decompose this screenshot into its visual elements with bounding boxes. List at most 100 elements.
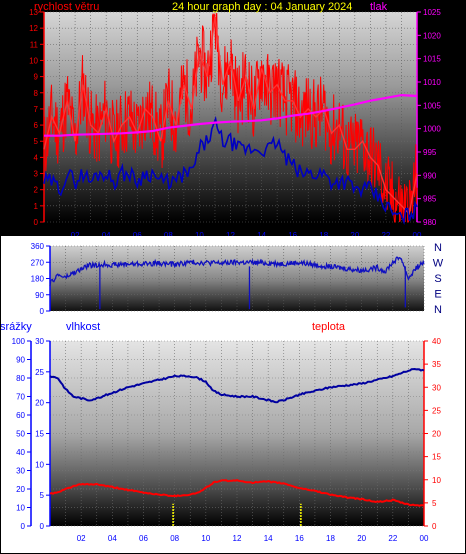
temperature-label: teplota [312, 321, 346, 333]
tick-label-pressure: 1010 [423, 78, 441, 87]
tick-label-temperature: 15 [432, 453, 441, 462]
tick-label-rain: 0 [21, 522, 26, 531]
tick-label-pressure: 985 [423, 195, 437, 204]
tick-label-humidity: 20 [35, 399, 44, 408]
tick-label-humidity: 0 [40, 522, 45, 531]
tick-label-hour: 20 [350, 231, 359, 240]
tick-label-temperature: 10 [432, 476, 441, 485]
tick-label-hour: 16 [295, 534, 304, 543]
rain-label: srážky [0, 321, 32, 333]
series-gust [43, 13, 418, 223]
tick-label-temperature: 25 [432, 406, 441, 415]
tick-label-rain: 50 [16, 430, 25, 439]
tick-label-temperature: 0 [432, 522, 437, 531]
tick-label-hour: 14 [257, 231, 266, 240]
series-wind-average [43, 115, 418, 226]
tick-label-wind: 10 [29, 56, 38, 65]
wind-direction-series [49, 256, 425, 310]
compass-label: E [434, 289, 441, 301]
tick-label-temperature: 35 [432, 360, 441, 369]
rain-humidity-temperature-series [49, 367, 425, 526]
compass-label: S [434, 273, 441, 285]
tick-label-humidity: 15 [35, 430, 44, 439]
tick-label-hour: 18 [319, 231, 328, 240]
tick-label-rain: 80 [16, 374, 25, 383]
tick-label-hour: 10 [195, 231, 204, 240]
tick-label-pressure: 1005 [423, 101, 441, 110]
tick-label-hour: 16 [288, 231, 297, 240]
humidity-label: vlhkost [66, 321, 100, 333]
tick-label-hour: 04 [108, 534, 117, 543]
tick-label-hour: 06 [139, 534, 148, 543]
tick-label-rain: 90 [16, 356, 25, 365]
tick-label-rain: 60 [16, 411, 25, 420]
tick-label-pressure: 990 [423, 171, 437, 180]
tick-label-rain: 70 [16, 393, 25, 402]
tick-label-humidity: 25 [35, 368, 44, 377]
tick-label-temperature: 20 [432, 430, 441, 439]
tick-label-rain: 20 [16, 485, 25, 494]
rain-humidity-temperature-grid [50, 340, 425, 527]
series-wind-direction [49, 256, 425, 287]
tick-label-temperature: 40 [432, 337, 441, 346]
tick-label-wind: 7 [34, 105, 39, 114]
tick-label-hour: 14 [264, 534, 273, 543]
tick-label-wind: 8 [34, 89, 39, 98]
tick-label-wind: 13 [29, 8, 38, 17]
tick-label-rain: 10 [16, 504, 25, 513]
wind-speed-label: rychlost větru [34, 1, 99, 13]
tick-label-wind: 1 [34, 202, 39, 211]
tick-label-wind: 0 [34, 218, 39, 227]
tick-label-direction: 0 [40, 307, 45, 316]
tick-label-pressure: 1025 [423, 8, 441, 17]
tick-label-pressure: 1015 [423, 55, 441, 64]
tick-label-wind: 12 [29, 24, 38, 33]
tick-label-wind: 9 [34, 73, 39, 82]
tick-label-pressure: 980 [423, 218, 437, 227]
pressure-label: tlak [370, 1, 388, 13]
tick-label-hour: 06 [133, 231, 142, 240]
tick-label-direction: 360 [31, 242, 45, 251]
tick-label-wind: 6 [34, 121, 39, 130]
tick-label-wind: 3 [34, 170, 39, 179]
tick-label-hour: 08 [170, 534, 179, 543]
tick-label-humidity: 10 [35, 460, 44, 469]
tick-label-hour: 02 [77, 534, 86, 543]
tick-label-hour: 12 [226, 231, 235, 240]
series-humidity [49, 367, 425, 404]
tick-label-temperature: 30 [432, 383, 441, 392]
tick-label-hour: 22 [388, 534, 397, 543]
tick-label-wind: 11 [30, 40, 39, 49]
tick-label-rain: 100 [12, 337, 26, 346]
tick-label-hour: 22 [381, 231, 390, 240]
tick-label-direction: 270 [31, 258, 45, 267]
series-gust-trend [43, 16, 418, 216]
tick-label-hour: 00 [413, 231, 422, 240]
tick-label-pressure: 1020 [423, 31, 441, 40]
tick-label-hour: 20 [357, 534, 366, 543]
tick-label-humidity: 5 [40, 491, 45, 500]
tick-label-hour: 18 [326, 534, 335, 543]
series-pressure [44, 93, 418, 137]
tick-label-hour: 04 [102, 231, 111, 240]
graph-title: 24 hour graph day : 04 January 2024 [172, 1, 352, 13]
tick-label-rain: 30 [16, 467, 25, 476]
compass-label: N [434, 242, 442, 254]
tick-label-hour: 12 [233, 534, 242, 543]
wind-pressure-axes: 0123456789101112139809859909951000100510… [29, 8, 441, 240]
tick-label-wind: 2 [34, 186, 39, 195]
tick-label-temperature: 5 [432, 499, 437, 508]
series-temperature [49, 479, 425, 507]
tick-label-humidity: 30 [35, 337, 44, 346]
rain-humidity-temperature-axes: 0102030405060708090100051015202530051015… [12, 337, 442, 543]
tick-label-hour: 10 [201, 534, 210, 543]
tick-label-wind: 4 [34, 153, 39, 162]
tick-label-direction: 90 [35, 291, 44, 300]
tick-label-pressure: 1000 [423, 125, 441, 134]
tick-label-hour: 08 [164, 231, 173, 240]
tick-label-hour: 00 [420, 534, 429, 543]
compass-label: W [433, 258, 444, 270]
tick-label-direction: 180 [31, 275, 45, 284]
